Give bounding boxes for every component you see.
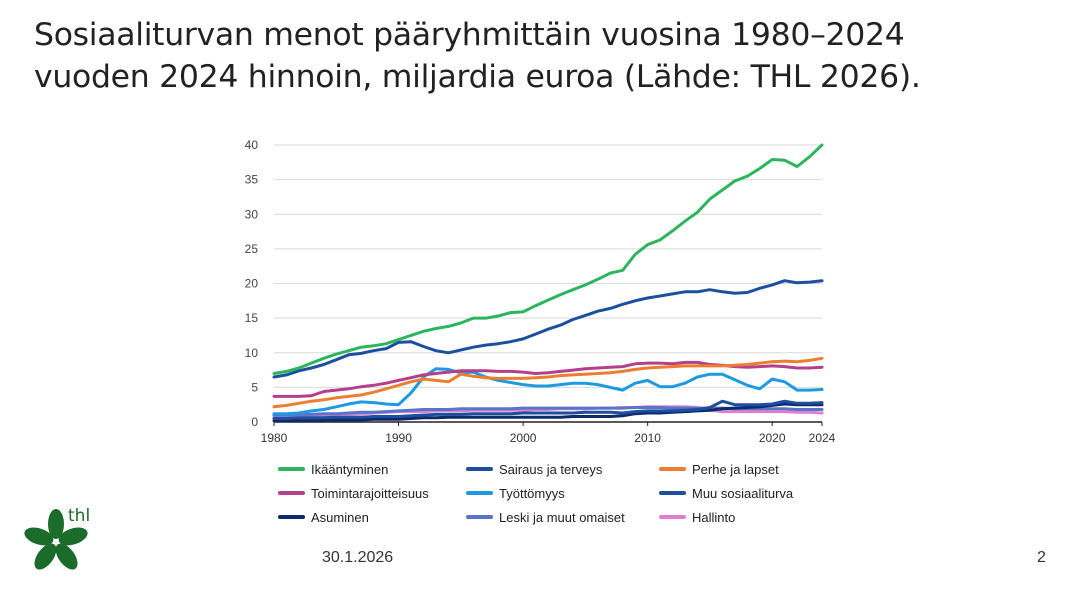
logo-text: thl xyxy=(68,506,91,526)
y-tick-label: 30 xyxy=(245,207,259,221)
series-line-muu-sosiaaliturva xyxy=(272,399,824,420)
y-tick-label: 0 xyxy=(251,415,258,429)
series-line-sairaus-ja-terveys xyxy=(272,279,824,379)
series-line-asuminen xyxy=(272,402,824,423)
footer-date: 30.1.2026 xyxy=(322,549,394,566)
legend-item: Toimintarajoitteisuus xyxy=(278,482,429,504)
legend-label: Perhe ja lapset xyxy=(692,461,779,477)
legend-item: Ikääntyminen xyxy=(278,458,388,480)
x-tick-label: 2020 xyxy=(759,431,786,445)
legend-item: Työttömyys xyxy=(466,482,565,504)
legend-item: Asuminen xyxy=(278,506,369,528)
legend-label: Asuminen xyxy=(311,509,369,525)
page-number: 2 xyxy=(1037,549,1046,566)
legend-label: Sairaus ja terveys xyxy=(499,461,603,477)
x-tick-label: 1990 xyxy=(385,431,412,445)
legend-item: Leski ja muut omaiset xyxy=(466,506,625,528)
slide-title: Sosiaaliturvan menot pääryhmittäin vuosi… xyxy=(34,14,1064,98)
legend-swatch xyxy=(466,491,493,495)
legend-label: Toimintarajoitteisuus xyxy=(311,485,429,501)
y-tick-label: 25 xyxy=(245,242,259,256)
x-tick-label: 2010 xyxy=(634,431,661,445)
legend-swatch xyxy=(278,467,305,471)
x-tick-label: 2024 xyxy=(809,431,836,445)
y-tick-label: 20 xyxy=(245,277,259,291)
slide-title-line-1: Sosiaaliturvan menot pääryhmittäin vuosi… xyxy=(34,17,905,53)
legend-item: Perhe ja lapset xyxy=(659,458,779,480)
y-tick-label: 40 xyxy=(245,138,259,152)
series-line-ikääntyminen xyxy=(272,143,824,375)
legend-swatch xyxy=(659,467,686,471)
slide-title-line-2: vuoden 2024 hinnoin, miljardia euroa (Lä… xyxy=(34,59,921,95)
legend-item: Hallinto xyxy=(659,506,735,528)
y-tick-label: 15 xyxy=(245,311,259,325)
thl-logo xyxy=(20,504,100,580)
legend-item: Sairaus ja terveys xyxy=(466,458,602,480)
legend-label: Muu sosiaaliturva xyxy=(692,485,794,501)
y-tick-label: 10 xyxy=(245,346,259,360)
legend-swatch xyxy=(278,515,305,519)
legend-swatch xyxy=(659,515,686,519)
y-tick-label: 5 xyxy=(251,380,258,394)
legend-swatch xyxy=(466,515,493,519)
legend-label: Ikääntyminen xyxy=(311,461,389,477)
y-tick-label: 35 xyxy=(245,173,259,187)
legend-label: Hallinto xyxy=(692,509,736,525)
legend-label: Leski ja muut omaiset xyxy=(499,509,625,525)
x-tick-label: 2000 xyxy=(510,431,537,445)
legend-item: Muu sosiaaliturva xyxy=(659,482,793,504)
legend-swatch xyxy=(278,491,305,495)
legend-swatch xyxy=(659,491,686,495)
flower-logo-icon xyxy=(24,509,88,570)
legend-label: Työttömyys xyxy=(499,485,565,501)
series-line-toimintarajoitteisuus xyxy=(272,360,824,398)
series-line-työttömyys xyxy=(272,367,824,416)
series-line-perhe-ja-lapset xyxy=(272,356,824,409)
legend-swatch xyxy=(466,467,493,471)
x-tick-label: 1980 xyxy=(261,431,288,445)
chart-legend: Ikääntyminen Sairaus ja terveys Perhe ja l… xyxy=(278,458,838,536)
